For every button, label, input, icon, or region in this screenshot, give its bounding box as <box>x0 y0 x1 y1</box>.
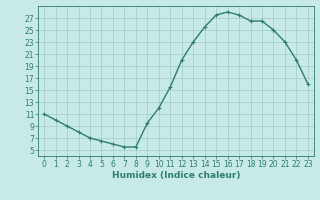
X-axis label: Humidex (Indice chaleur): Humidex (Indice chaleur) <box>112 171 240 180</box>
